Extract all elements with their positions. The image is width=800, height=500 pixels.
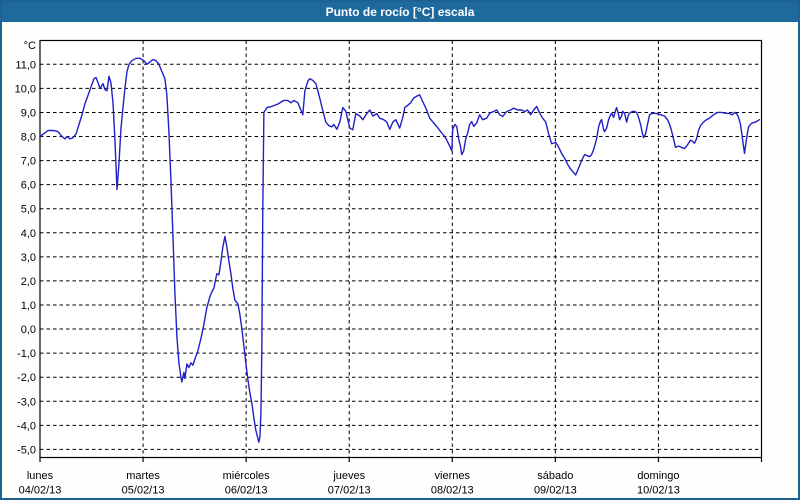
chart-title: Punto de rocío [°C] escala — [325, 4, 475, 19]
x-tick-day-label: jueves — [332, 470, 365, 482]
x-tick-day-label: domingo — [637, 470, 679, 482]
y-tick-label: 8,0 — [21, 132, 36, 144]
y-tick-label: -5,0 — [17, 444, 36, 456]
plot-frame — [39, 39, 763, 459]
y-tick-label: 7,0 — [21, 156, 36, 168]
x-axis-ticks — [39, 457, 763, 462]
title-bar: Punto de rocío [°C] escala — [2, 2, 798, 22]
x-axis-labels: lunes 04/02/13 martes 05/02/13 miércoles 06/0… — [19, 470, 680, 497]
x-tick-date-label: 04/02/13 — [19, 485, 62, 497]
y-axis-unit-label: °C — [24, 40, 36, 52]
y-tick-label: 1,0 — [21, 300, 36, 312]
x-tick-day-label: sábado — [537, 470, 573, 482]
y-tick-label: -2,0 — [17, 372, 36, 384]
horizontal-gridlines — [40, 63, 762, 450]
dewpoint-series-line — [39, 57, 761, 443]
dewpoint-line-chart: 11,0 10,0 9,0 8,0 7,0 6,0 5,0 4,0 3,0 2,0 1,0 0,0 -1… — [15, 39, 763, 497]
y-tick-label: 2,0 — [21, 276, 36, 288]
x-tick-day-label: viernes — [435, 470, 471, 482]
y-tick-label: 4,0 — [21, 228, 36, 240]
y-tick-label: 3,0 — [21, 252, 36, 264]
y-tick-label: 0,0 — [21, 324, 36, 336]
x-tick-day-label: miércoles — [223, 470, 271, 482]
y-tick-label: -1,0 — [17, 348, 36, 360]
y-axis-labels: 11,0 10,0 9,0 8,0 7,0 6,0 5,0 4,0 3,0 2,0 1,0 0,0 -1… — [15, 40, 36, 456]
y-tick-label: 9,0 — [21, 107, 36, 119]
y-tick-label: -3,0 — [17, 396, 36, 408]
x-tick-date-label: 09/02/13 — [534, 485, 577, 497]
x-tick-day-label: martes — [126, 470, 160, 482]
y-tick-label: 10,0 — [15, 83, 36, 95]
x-tick-date-label: 10/02/13 — [637, 485, 680, 497]
y-tick-label: 11,0 — [15, 59, 36, 71]
chart-area: 11,0 10,0 9,0 8,0 7,0 6,0 5,0 4,0 3,0 2,0 1,0 0,0 -1… — [2, 22, 798, 497]
x-tick-date-label: 08/02/13 — [431, 485, 474, 497]
vertical-gridlines — [142, 40, 659, 458]
x-tick-date-label: 05/02/13 — [122, 485, 165, 497]
x-tick-day-label: lunes — [27, 470, 54, 482]
x-tick-date-label: 06/02/13 — [225, 485, 268, 497]
y-tick-label: 6,0 — [21, 180, 36, 192]
y-tick-label: 5,0 — [21, 204, 36, 216]
plot-background — [40, 40, 762, 458]
x-tick-date-label: 07/02/13 — [328, 485, 371, 497]
y-tick-label: -4,0 — [17, 420, 36, 432]
